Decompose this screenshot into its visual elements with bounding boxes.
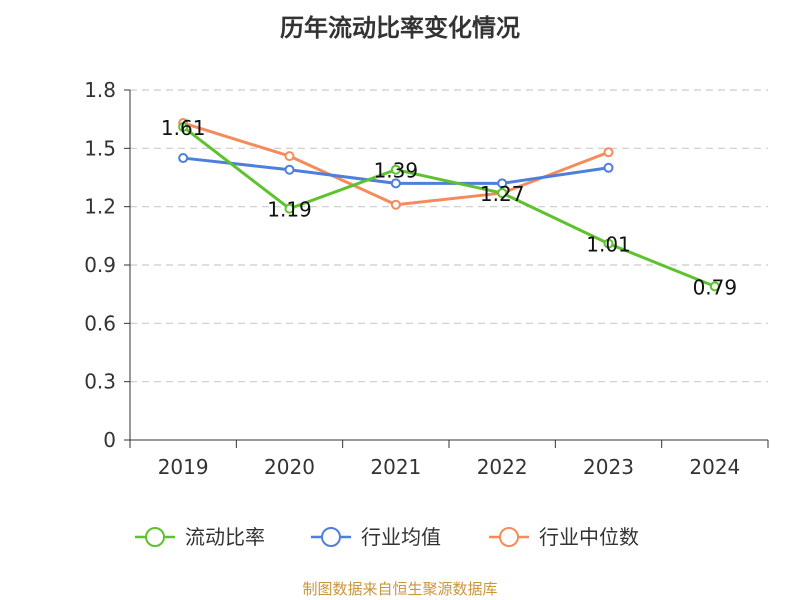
legend-marker [321,527,341,547]
x-tick-label: 2024 [689,455,740,479]
data-point [284,164,295,175]
x-tick-label: 2021 [370,455,421,479]
data-point [390,199,401,210]
data-point [497,178,508,189]
y-tick-label: 0 [103,428,116,452]
x-tick-label: 2020 [264,455,315,479]
x-tick-label: 2023 [583,455,634,479]
data-label: 1.61 [161,116,206,140]
y-tick-label: 1.2 [84,195,116,219]
data-point [603,238,614,249]
data-label: 1.19 [267,198,312,222]
x-tick-label: 2022 [477,455,528,479]
grid-lines [130,89,768,383]
y-tick-label: 0.9 [84,253,116,277]
data-label: 1.39 [374,159,419,183]
data-label: 1.01 [586,233,631,257]
legend-label: 流动比率 [185,525,265,549]
data-point [178,153,189,164]
data-point [497,188,508,199]
data-label: 0.79 [693,275,738,299]
legend: 流动比率 行业均值 行业中位数 [135,525,639,549]
data-label: 1.27 [480,182,525,206]
axes: 0 0.3 0.6 0.9 1.2 1.5 1.8 2019 2020 2021 2022 2023 2… [84,78,769,479]
chart-title: 历年流动比率变化情况 [280,14,520,42]
data-point [178,121,189,132]
legend-marker [145,527,165,547]
data-labels: 1.61 1.19 1.39 1.27 1.01 0.79 [161,116,737,299]
legend-label: 行业均值 [361,525,441,549]
legend-marker [499,527,519,547]
series-line-0 [182,125,716,288]
series-group [178,118,720,292]
source-footer: 制图数据来自恒生聚源数据库 [302,580,498,598]
legend-label: 行业中位数 [539,525,639,549]
data-point [603,147,614,158]
data-point [709,281,720,292]
data-point [284,203,295,214]
y-tick-label: 0.6 [84,311,116,335]
data-point [603,162,614,173]
y-tick-label: 1.5 [84,136,116,160]
data-point [284,151,295,162]
y-tick-label: 0.3 [84,370,116,394]
y-tick-label: 1.8 [84,78,116,102]
x-tick-label: 2019 [158,455,209,479]
data-point [390,178,401,189]
data-point [390,164,401,175]
